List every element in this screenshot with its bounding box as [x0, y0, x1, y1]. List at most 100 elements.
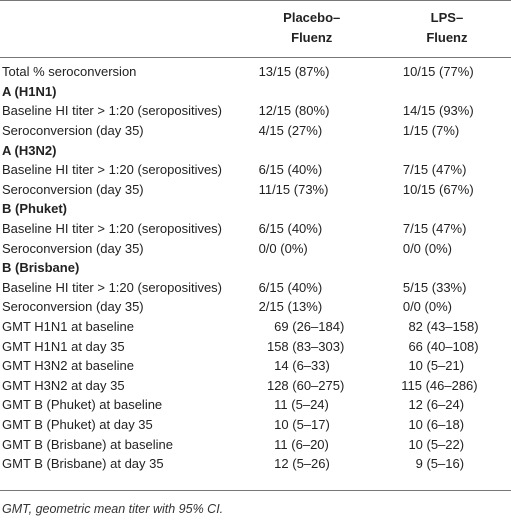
placebo-fluenz-cell: 4/15 (27%): [245, 121, 373, 141]
lps-fluenz-value: 12 (6–24): [408, 397, 465, 413]
row-label: Seroconversion (day 35): [2, 240, 144, 256]
row-label: Seroconversion (day 35): [2, 123, 144, 139]
placebo-fluenz-cell: 10 (5–17): [245, 415, 373, 435]
row-label: GMT B (Brisbane) at baseline: [2, 436, 173, 452]
row-label: Baseline HI titer > 1:20 (seropositives): [2, 103, 223, 119]
table-row: GMT H3N2 at baseline 14 (6–33) 10 (5–21): [0, 356, 511, 376]
header-lps-line2: Fluenz: [426, 30, 468, 45]
placebo-fluenz-cell: [245, 140, 373, 160]
placebo-fluenz-value: 12 (5–26): [274, 456, 330, 472]
table-row: Baseline HI titer > 1:20 (seropositives)…: [0, 219, 511, 239]
lps-fluenz-cell: 12 (6–24): [373, 395, 511, 415]
lps-fluenz-cell: 10 (5–22): [373, 434, 511, 454]
placebo-fluenz-cell: 6/15 (40%): [245, 278, 373, 298]
placebo-fluenz-cell: 13/15 (87%): [245, 62, 373, 82]
table-row: GMT H1N1 at day 35 158 (83–303) 66 (40–108…: [0, 336, 511, 356]
lps-fluenz-value: 66 (40–108): [408, 338, 479, 354]
header-placebo-line2: Fluenz: [291, 30, 333, 45]
row-label: GMT H3N2 at baseline: [2, 358, 134, 374]
placebo-fluenz-value: 158 (83–303): [266, 338, 345, 354]
lps-fluenz-value: 10 (5–21): [408, 358, 465, 374]
lps-fluenz-cell: 0/0 (0%): [373, 297, 511, 317]
section-header-row: A (H1N1): [0, 82, 511, 102]
table-row: GMT B (Phuket) at baseline 11 (5–24) 12 (6…: [0, 395, 511, 415]
placebo-fluenz-cell: [245, 82, 373, 102]
lps-fluenz-cell: [373, 258, 511, 278]
header-lps-fluenz: LPS– Fluenz: [373, 0, 511, 56]
lps-fluenz-value: 10 (6–18): [408, 416, 465, 432]
lps-fluenz-cell: [373, 82, 511, 102]
row-label: GMT H1N1 at day 35: [2, 338, 125, 354]
header-placebo-fluenz: Placebo– Fluenz: [245, 0, 373, 56]
placebo-fluenz-value: 2/15 (13%): [258, 299, 323, 315]
row-label: Baseline HI titer > 1:20 (seropositives): [2, 279, 223, 295]
placebo-fluenz-cell: 14 (6–33): [245, 356, 373, 376]
row-label: Total % seroconversion: [2, 64, 137, 80]
lps-fluenz-cell: 7/15 (47%): [373, 160, 511, 180]
placebo-fluenz-value: 12/15 (80%): [258, 103, 330, 119]
table-row: Baseline HI titer > 1:20 (seropositives)…: [0, 160, 511, 180]
table-row: Total % seroconversion 13/15 (87%) 10/15 (…: [0, 62, 511, 82]
table-row: GMT B (Phuket) at day 35 10 (5–17) 10 (6–1…: [0, 415, 511, 435]
lps-fluenz-cell: 7/15 (47%): [373, 219, 511, 239]
placebo-fluenz-value: 6/15 (40%): [258, 162, 323, 178]
placebo-fluenz-cell: 0/0 (0%): [245, 238, 373, 258]
placebo-fluenz-value: 4/15 (27%): [258, 123, 323, 139]
lps-fluenz-cell: 9 (5–16): [373, 454, 511, 474]
table-row: GMT B (Brisbane) at day 35 12 (5–26) 9 (5–…: [0, 454, 511, 474]
table-row: GMT H1N1 at baseline 69 (26–184) 82 (43–15…: [0, 317, 511, 337]
top-rule: [0, 0, 511, 1]
section-header-row: A (H3N2): [0, 140, 511, 160]
lps-fluenz-cell: 66 (40–108): [373, 336, 511, 356]
row-label: GMT H1N1 at baseline: [2, 319, 134, 335]
header-lps-line1: LPS–: [430, 10, 464, 25]
lps-fluenz-cell: 10 (6–18): [373, 415, 511, 435]
placebo-fluenz-value: 10 (5–17): [274, 416, 330, 432]
table-row: Baseline HI titer > 1:20 (seropositives)…: [0, 278, 511, 298]
lps-fluenz-value: 115 (46–286): [401, 377, 478, 393]
lps-fluenz-cell: 10/15 (67%): [373, 180, 511, 200]
header-placebo-line1: Placebo–: [283, 10, 341, 25]
placebo-fluenz-value: 0/0 (0%): [258, 240, 308, 256]
table-row: GMT B (Brisbane) at baseline 11 (6–20) 10 …: [0, 434, 511, 454]
lps-fluenz-cell: 5/15 (33%): [373, 278, 511, 298]
lps-fluenz-value: 14/15 (93%): [402, 103, 474, 119]
row-label: GMT B (Brisbane) at day 35: [2, 456, 164, 472]
placebo-fluenz-value: 11 (5–24): [274, 397, 329, 413]
row-label: GMT B (Phuket) at baseline: [2, 397, 163, 413]
placebo-fluenz-cell: [245, 258, 373, 278]
placebo-fluenz-cell: 11 (6–20): [245, 434, 373, 454]
header-blank-cell: [0, 0, 245, 56]
placebo-fluenz-cell: 128 (60–275): [245, 376, 373, 396]
lps-fluenz-value: 82 (43–158): [408, 319, 479, 335]
header-rule: [0, 57, 511, 58]
row-label: GMT B (Phuket) at day 35: [2, 416, 153, 432]
section-header-row: B (Brisbane): [0, 258, 511, 278]
lps-fluenz-cell: 1/15 (7%): [373, 121, 511, 141]
lps-fluenz-cell: 10/15 (77%): [373, 62, 511, 82]
lps-fluenz-cell: 0/0 (0%): [373, 238, 511, 258]
results-table: Placebo– Fluenz LPS– Fluenz Total % sero…: [0, 0, 511, 474]
placebo-fluenz-value: 11 (6–20): [274, 436, 329, 452]
placebo-fluenz-value: 6/15 (40%): [258, 221, 323, 237]
lps-fluenz-value: 10/15 (77%): [402, 64, 474, 80]
section-label: A (H1N1): [2, 83, 57, 99]
placebo-fluenz-value: 11/15 (73%): [258, 181, 329, 197]
row-label: Seroconversion (day 35): [2, 299, 144, 315]
lps-fluenz-value: 10/15 (67%): [402, 181, 474, 197]
lps-fluenz-cell: 10 (5–21): [373, 356, 511, 376]
table-row: Seroconversion (day 35) 4/15 (27%) 1/15 (7…: [0, 121, 511, 141]
placebo-fluenz-cell: 11 (5–24): [245, 395, 373, 415]
lps-fluenz-value: 7/15 (47%): [402, 162, 467, 178]
header-row: Placebo– Fluenz LPS– Fluenz: [0, 0, 511, 56]
lps-fluenz-cell: [373, 199, 511, 219]
lps-fluenz-cell: 82 (43–158): [373, 317, 511, 337]
placebo-fluenz-cell: 2/15 (13%): [245, 297, 373, 317]
row-label: Seroconversion (day 35): [2, 181, 144, 197]
table-row: Seroconversion (day 35) 11/15 (73%) 10/15 …: [0, 180, 511, 200]
placebo-fluenz-cell: 12 (5–26): [245, 454, 373, 474]
placebo-fluenz-value: 13/15 (87%): [258, 64, 330, 80]
row-label: Baseline HI titer > 1:20 (seropositives): [2, 162, 223, 178]
placebo-fluenz-cell: 69 (26–184): [245, 317, 373, 337]
